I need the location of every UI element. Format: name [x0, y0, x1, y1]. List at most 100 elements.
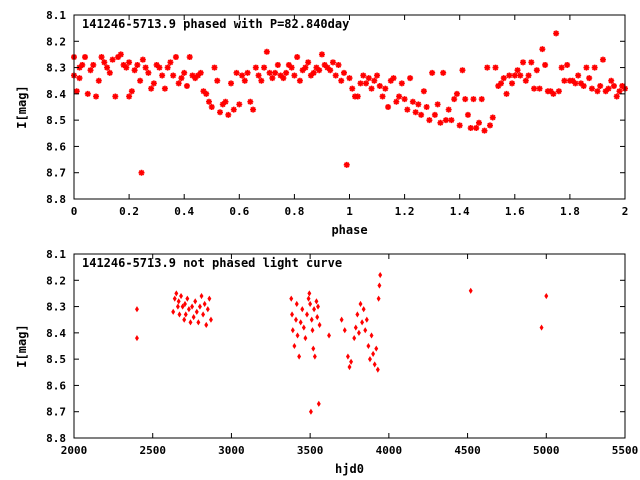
x-tick-label: 3000: [218, 444, 245, 457]
data-point: [597, 82, 604, 89]
data-point: [250, 106, 257, 113]
data-point: [409, 98, 416, 105]
data-point: [98, 54, 105, 61]
data-point: [225, 111, 232, 118]
data-point: [244, 69, 251, 76]
data-point: [361, 306, 366, 313]
data-point: [79, 61, 86, 68]
data-point: [252, 64, 259, 71]
data-point: [473, 125, 480, 132]
data-point: [123, 64, 130, 71]
data-point: [356, 329, 361, 336]
data-point: [340, 69, 347, 76]
data-point: [415, 101, 422, 108]
data-point: [349, 85, 356, 92]
data-point: [230, 106, 237, 113]
data-point: [445, 106, 452, 113]
x-tick-label: 0.8: [284, 205, 304, 218]
data-point: [470, 96, 477, 103]
data-point: [90, 61, 97, 68]
x-tick-label: 0.2: [119, 205, 139, 218]
data-point: [558, 64, 565, 71]
data-point: [310, 327, 315, 334]
data-point: [369, 332, 374, 339]
data-point: [205, 98, 212, 105]
x-tick-label: 1.4: [450, 205, 470, 218]
data-point: [290, 327, 295, 334]
data-point: [196, 319, 201, 326]
y-tick-label: 8.3: [46, 62, 66, 75]
x-tick-label: 4500: [454, 444, 481, 457]
phased-plot-title: 141246-5713.9 phased with P=82.840day: [82, 17, 349, 31]
data-point: [481, 127, 488, 134]
data-point: [167, 59, 174, 66]
data-point: [564, 61, 571, 68]
y-tick-label: 8.7: [46, 167, 66, 180]
data-point: [176, 298, 181, 305]
y-tick-label: 8.1: [46, 248, 66, 261]
data-point: [269, 75, 276, 82]
data-point: [610, 82, 617, 89]
data-point: [101, 59, 108, 66]
data-point: [201, 311, 206, 318]
data-point: [316, 303, 320, 310]
data-point: [547, 88, 554, 95]
data-point: [371, 77, 378, 84]
data-point: [468, 287, 473, 294]
data-point: [156, 64, 163, 71]
data-point: [536, 85, 543, 92]
data-point: [393, 98, 400, 105]
data-point: [138, 169, 145, 176]
data-point: [575, 72, 582, 79]
data-point: [95, 77, 102, 84]
data-point: [363, 327, 368, 334]
data-point: [605, 85, 612, 92]
data-point: [478, 96, 485, 103]
data-point: [283, 69, 290, 76]
data-point: [145, 69, 152, 76]
data-point: [183, 82, 190, 89]
data-point: [303, 335, 308, 342]
data-point: [404, 106, 411, 113]
data-point: [263, 48, 270, 55]
unphased-axis-ticks: 2000 2500 3000 3500 4000 4500 5000 5500 8.1 8.2 8.…: [46, 248, 638, 457]
data-point: [305, 59, 312, 66]
data-point: [360, 319, 365, 326]
x-tick-label: 1.6: [505, 205, 525, 218]
data-point: [189, 72, 196, 79]
data-point: [87, 67, 94, 74]
data-point: [159, 72, 166, 79]
data-point: [542, 61, 549, 68]
data-point: [208, 104, 215, 110]
phased-y-axis-label: I[mag]: [15, 85, 29, 128]
data-point: [379, 93, 386, 100]
data-point: [172, 295, 177, 302]
data-point: [324, 64, 331, 71]
data-point: [313, 64, 320, 71]
data-point: [126, 93, 133, 100]
x-tick-label: 5000: [533, 444, 560, 457]
x-tick-label: 1.8: [560, 205, 580, 218]
data-point: [298, 319, 303, 326]
data-point: [200, 88, 207, 95]
data-point: [412, 109, 419, 116]
phased-data-points: [71, 30, 628, 176]
data-point: [307, 72, 314, 79]
data-point: [296, 77, 303, 84]
data-point: [387, 77, 394, 84]
data-point: [365, 75, 372, 82]
data-point: [321, 61, 328, 68]
data-point: [375, 366, 380, 373]
data-point: [376, 295, 381, 302]
data-point: [120, 61, 127, 68]
data-point: [339, 316, 344, 323]
data-point: [311, 345, 316, 352]
x-tick-label: 4000: [376, 444, 403, 457]
data-point: [205, 306, 210, 313]
data-point: [307, 290, 312, 297]
data-point: [109, 56, 116, 63]
data-point: [202, 300, 207, 307]
data-point: [139, 56, 146, 63]
data-point: [305, 311, 309, 318]
data-point: [368, 356, 372, 363]
